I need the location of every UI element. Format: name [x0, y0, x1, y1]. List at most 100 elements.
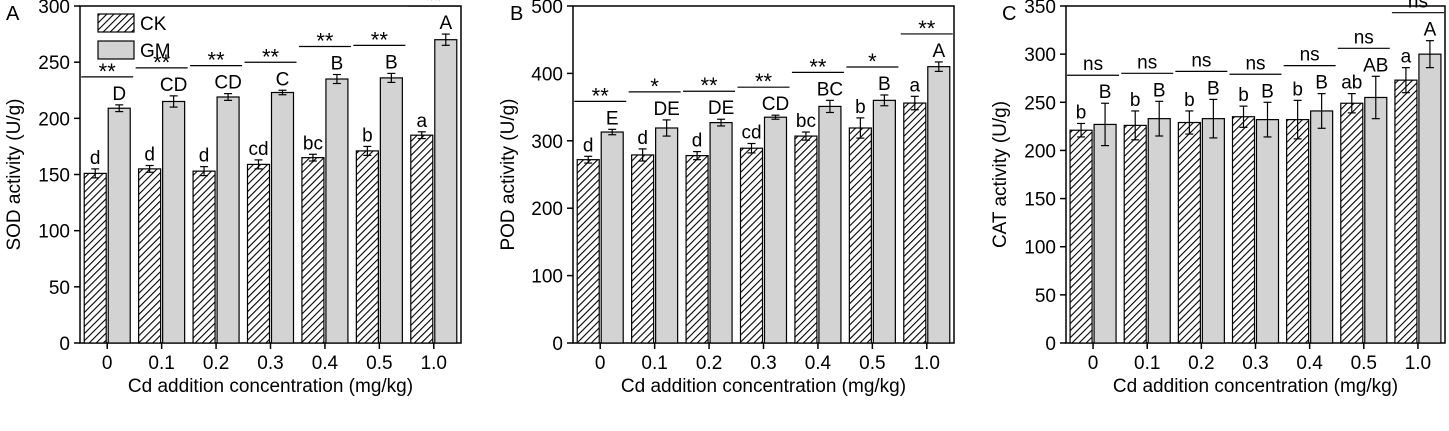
- y-tick-label: 300: [38, 0, 70, 18]
- significance-letter: d: [637, 128, 648, 149]
- y-axis-label: POD activity (U/g): [498, 98, 519, 250]
- panel-label: B: [510, 3, 523, 25]
- bar-gm: [434, 39, 458, 344]
- bar-gm: [1418, 53, 1442, 344]
- significance-letter: CD: [762, 94, 789, 115]
- x-tick-label: 0: [1088, 353, 1099, 374]
- x-tick-label: 0.1: [641, 353, 667, 374]
- x-tick-label: 0.1: [148, 353, 174, 374]
- significance-letter: D: [112, 84, 126, 105]
- significance-letter: cd: [248, 139, 268, 160]
- bar-ck: [138, 168, 162, 344]
- significance-letter: b: [1184, 90, 1195, 111]
- x-tick-label: 0.3: [750, 353, 776, 374]
- x-tick-label: 0.5: [859, 353, 885, 374]
- legend-swatch-gm: [97, 40, 135, 60]
- bar-ck: [301, 157, 325, 344]
- bar-gm: [162, 100, 186, 344]
- bar-gm: [1255, 119, 1280, 344]
- y-tick-label: 100: [1024, 238, 1056, 259]
- y-tick-label: 400: [531, 64, 563, 85]
- bar-gm: [600, 131, 624, 344]
- x-tick-label: 0.4: [1296, 353, 1323, 374]
- bar-ck: [355, 150, 379, 344]
- significance-letter: a: [416, 111, 427, 132]
- bar-gm: [1310, 110, 1334, 344]
- bar-gm: [655, 127, 679, 344]
- significance-letter: a: [1401, 47, 1412, 68]
- bar-gm: [818, 105, 842, 344]
- bar-gm: [927, 66, 951, 344]
- y-tick-label: 0: [552, 334, 563, 355]
- significance-marker: **: [371, 27, 389, 52]
- x-axis-label: Cd addition concentration (mg/kg): [128, 376, 413, 397]
- significance-letter: a: [909, 75, 920, 96]
- significance-letter: CD: [214, 73, 241, 94]
- x-tick-label: 0.5: [366, 353, 392, 374]
- y-axis-label: SOD activity (U/g): [4, 98, 25, 250]
- x-tick-label: 0.2: [1188, 353, 1214, 374]
- plot-frame: [572, 5, 955, 344]
- bar-gm: [379, 77, 403, 344]
- bar-gm: [216, 96, 240, 344]
- x-tick-label: 1.0: [421, 353, 447, 374]
- significance-marker: ns: [1300, 45, 1320, 66]
- significance-letter: C: [276, 69, 290, 90]
- significance-letter: B: [1099, 82, 1112, 103]
- y-tick-label: 0: [59, 334, 70, 355]
- panel-label: A: [6, 3, 20, 25]
- bar-ck: [83, 172, 107, 344]
- bar-gm: [1147, 118, 1171, 344]
- significance-marker: ns: [1354, 27, 1374, 48]
- significance-letter: CD: [160, 75, 187, 96]
- x-tick-label: 0.1: [1134, 353, 1160, 374]
- significance-letter: d: [144, 145, 155, 166]
- y-tick-label: 0: [1045, 334, 1056, 355]
- significance-marker: ns: [1408, 0, 1428, 13]
- significance-marker: *: [868, 49, 877, 74]
- bar-ck: [685, 155, 709, 344]
- x-tick-label: 1.0: [1405, 353, 1431, 374]
- significance-letter: bc: [303, 133, 323, 154]
- y-tick-label: 200: [531, 199, 563, 220]
- significance-letter: d: [583, 135, 594, 156]
- bar-ck: [1231, 116, 1256, 344]
- y-tick-label: 200: [1024, 141, 1056, 162]
- significance-marker: *: [650, 74, 659, 99]
- bar-ck: [192, 170, 216, 344]
- significance-letter: b: [1076, 102, 1087, 123]
- significance-letter: E: [606, 108, 619, 129]
- x-tick-label: 0.3: [1242, 353, 1268, 374]
- x-tick-label: 0.2: [696, 353, 722, 374]
- significance-letter: b: [1130, 90, 1141, 111]
- bar-gm: [270, 91, 295, 344]
- bar-ck: [739, 147, 764, 344]
- bar-ck: [1123, 124, 1147, 344]
- significance-letter: b: [855, 97, 866, 118]
- y-tick-label: 200: [38, 109, 70, 130]
- significance-letter: ab: [1341, 73, 1362, 94]
- significance-letter: B: [878, 74, 891, 95]
- bar-ck: [576, 159, 600, 344]
- chart-panel-C: C 0 50 100 150 200 250 300 350 CAT activity (U/g)…: [990, 0, 1446, 397]
- y-tick-label: 50: [1035, 286, 1056, 307]
- panel-label: C: [1002, 3, 1016, 25]
- significance-letter: b: [1238, 85, 1249, 106]
- bar-gm: [1201, 118, 1225, 344]
- bar-ck: [794, 135, 818, 344]
- legend-label: CK: [140, 14, 167, 35]
- significance-letter: DE: [708, 98, 734, 119]
- significance-letter: DE: [653, 99, 679, 120]
- significance-letter: d: [199, 146, 210, 167]
- significance-letter: B: [1207, 78, 1220, 99]
- significance-letter: A: [439, 13, 452, 34]
- y-tick-label: 250: [38, 53, 70, 74]
- legend-swatch-ck: [97, 13, 135, 33]
- y-tick-label: 150: [38, 166, 70, 187]
- bar-ck: [903, 102, 927, 344]
- legend: CK GM: [97, 13, 171, 62]
- significance-letter: b: [362, 125, 373, 146]
- bar-gm: [763, 116, 788, 344]
- x-tick-label: 1.0: [914, 353, 940, 374]
- bar-ck: [1394, 79, 1418, 344]
